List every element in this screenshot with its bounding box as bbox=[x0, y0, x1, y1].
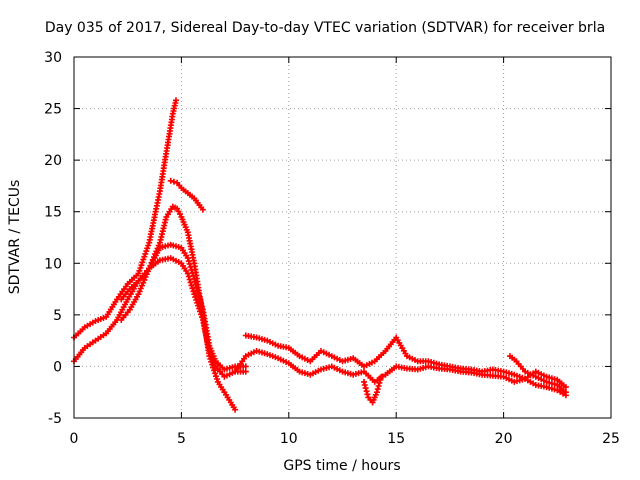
x-tick-label: 10 bbox=[280, 431, 298, 447]
data-point bbox=[373, 389, 380, 396]
y-tick-label: 25 bbox=[44, 102, 62, 118]
series-track-8 bbox=[361, 373, 385, 406]
data-point bbox=[187, 264, 194, 270]
series-track-4 bbox=[118, 241, 249, 373]
data-point bbox=[197, 308, 203, 315]
data-point bbox=[198, 314, 205, 321]
tick-labels: 0 5 10 15 20 25 -5 0 5 10 15 20 25 30 bbox=[44, 50, 620, 447]
series-track-2 bbox=[71, 97, 179, 341]
y-tick-label: 0 bbox=[53, 359, 62, 375]
data-point bbox=[211, 367, 218, 374]
data-point bbox=[191, 291, 198, 298]
y-tick-label: 20 bbox=[44, 153, 62, 169]
data-point bbox=[361, 382, 368, 388]
x-tick-label: 20 bbox=[495, 431, 513, 447]
data-point bbox=[195, 302, 202, 309]
data-point bbox=[562, 384, 569, 391]
data-point bbox=[167, 177, 174, 184]
data-point bbox=[562, 389, 569, 396]
data-point bbox=[232, 406, 239, 413]
data-point bbox=[190, 288, 197, 295]
x-tick-label: 0 bbox=[70, 431, 79, 447]
y-tick-label: 30 bbox=[44, 50, 62, 66]
data-point bbox=[377, 376, 384, 383]
data-point bbox=[362, 385, 369, 392]
data-point bbox=[374, 386, 381, 393]
y-tick-label: 10 bbox=[44, 256, 62, 272]
series-group bbox=[71, 97, 569, 413]
series-track-1 bbox=[71, 203, 239, 413]
data-point bbox=[170, 178, 177, 185]
data-point bbox=[188, 266, 195, 273]
data-point bbox=[184, 255, 191, 262]
data-point bbox=[173, 97, 179, 104]
grid bbox=[74, 57, 611, 418]
x-tick-label: 25 bbox=[602, 431, 620, 447]
series-track-7 bbox=[232, 348, 569, 399]
data-point bbox=[192, 294, 199, 301]
data-point bbox=[185, 273, 192, 280]
data-point bbox=[212, 370, 219, 377]
y-tick-label: -5 bbox=[48, 411, 62, 427]
data-point bbox=[135, 270, 142, 277]
data-point bbox=[138, 262, 145, 269]
x-tick-label: 15 bbox=[387, 431, 405, 447]
y-axis-label: SDTVAR / TECUs bbox=[7, 180, 23, 295]
data-point bbox=[187, 279, 194, 286]
y-tick-label: 15 bbox=[44, 205, 62, 221]
chart-title: Day 035 of 2017, Sidereal Day-to-day VTE… bbox=[45, 20, 605, 36]
series-track-6 bbox=[242, 332, 569, 391]
data-point bbox=[185, 258, 192, 265]
data-point bbox=[378, 373, 385, 380]
data-point bbox=[364, 391, 371, 398]
x-tick-label: 5 bbox=[177, 431, 186, 447]
data-point bbox=[242, 363, 249, 370]
series-line bbox=[72, 205, 237, 411]
data-point bbox=[194, 299, 201, 306]
series-track-9 bbox=[507, 353, 569, 396]
data-point bbox=[188, 282, 195, 289]
data-point bbox=[242, 368, 249, 375]
x-axis-label: GPS time / hours bbox=[283, 458, 400, 474]
series-track-5 bbox=[118, 255, 249, 380]
data-point bbox=[214, 376, 220, 382]
plot-frame bbox=[73, 56, 612, 419]
data-point bbox=[198, 311, 204, 318]
series-track-3 bbox=[167, 177, 206, 213]
data-point bbox=[199, 206, 206, 213]
data-point bbox=[186, 261, 193, 267]
y-tick-label: 5 bbox=[53, 308, 62, 324]
data-point bbox=[186, 276, 193, 283]
data-point bbox=[189, 285, 196, 292]
data-point bbox=[376, 379, 383, 386]
data-point bbox=[184, 270, 191, 277]
